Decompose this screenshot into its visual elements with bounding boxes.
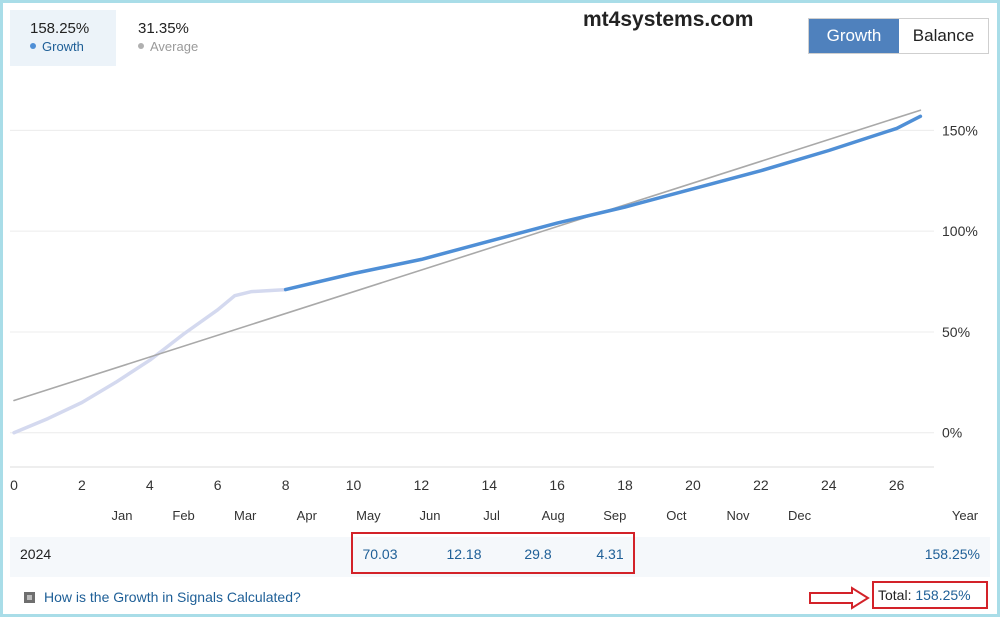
growth-label: Growth: [42, 39, 84, 54]
month-value-jun: 12.18: [446, 546, 482, 562]
year-row: [10, 537, 990, 577]
x-tick-label: 22: [753, 477, 769, 493]
year-total-value: 158.25%: [924, 546, 980, 562]
month-label: Jul: [483, 508, 500, 523]
x-axis-labels: 0 2 4 6 8 10 12 14 16 18 20 22 24 26: [10, 477, 905, 493]
month-label: Jun: [420, 508, 441, 523]
total-box: Total: 158.25%: [872, 581, 988, 609]
month-label: Oct: [666, 508, 687, 523]
month-value-may: 70.03: [362, 546, 398, 562]
x-tick-label: 10: [346, 477, 362, 493]
growth-line-early: [12, 287, 288, 435]
growth-line: [283, 114, 923, 292]
growth-value: 158.25%: [30, 20, 90, 37]
month-axis-labels: Jan Feb Mar Apr May Jun Jul Aug Sep Oct Nov Dec Year: [112, 508, 979, 523]
balance-toggle-button[interactable]: Balance: [899, 19, 988, 53]
x-tick-label: 16: [549, 477, 565, 493]
month-label: Aug: [542, 508, 565, 523]
x-tick-label: 12: [414, 477, 430, 493]
average-value: 31.35%: [138, 20, 189, 37]
average-trend-line: [13, 109, 922, 402]
average-dot-icon: [138, 43, 144, 49]
arrow-icon: [809, 586, 870, 610]
chart-grid: [10, 129, 934, 468]
month-label: Nov: [726, 508, 750, 523]
total-value: 158.25%: [915, 587, 971, 603]
month-value-jul: 29.8: [524, 546, 552, 562]
help-link-text: How is the Growth in Signals Calculated?: [44, 589, 301, 605]
average-stat[interactable]: 31.35% Average: [118, 10, 228, 66]
monthly-values-highlight: [351, 532, 635, 574]
average-label: Average: [150, 39, 199, 54]
total-label: Total:: [878, 587, 912, 603]
x-tick-label: 2: [78, 477, 86, 493]
month-label: May: [356, 508, 381, 523]
watermark: mt4systems.com: [583, 8, 754, 31]
growth-help-link[interactable]: How is the Growth in Signals Calculated?: [24, 589, 301, 605]
month-value-aug: 4.31: [596, 546, 624, 562]
month-label: Feb: [172, 508, 194, 523]
growth-legend: Growth: [30, 39, 116, 54]
x-tick-label: 6: [214, 477, 222, 493]
month-label: Apr: [297, 508, 318, 523]
month-label: Year: [952, 508, 979, 523]
growth-chart: 0%50%100%150% 0 2 4 6 8 10 12 14 16 18 20 22 24 26 Ja…: [10, 109, 979, 523]
x-tick-label: 24: [821, 477, 837, 493]
month-label: Dec: [788, 508, 812, 523]
y-axis-labels: 0% 50% 100% 150%: [942, 122, 978, 440]
x-tick-label: 8: [282, 477, 290, 493]
x-tick-label: 14: [481, 477, 497, 493]
average-legend: Average: [138, 39, 228, 54]
y-tick-label: 150%: [942, 122, 978, 138]
month-label: Sep: [603, 508, 626, 523]
growth-stat[interactable]: 158.25% Growth: [10, 10, 116, 66]
year-label: 2024: [20, 546, 52, 562]
x-tick-label: 20: [685, 477, 701, 493]
month-label: Jan: [112, 508, 133, 523]
growth-toggle-button[interactable]: Growth: [809, 19, 899, 53]
chart-lines: [12, 109, 923, 435]
x-tick-label: 4: [146, 477, 154, 493]
y-tick-label: 0%: [942, 425, 962, 441]
x-tick-label: 26: [889, 477, 905, 493]
y-tick-label: 100%: [942, 223, 978, 239]
help-icon: [24, 592, 35, 603]
chart-mode-toggle: Growth Balance: [808, 18, 989, 54]
growth-dot-icon: [30, 43, 36, 49]
y-tick-label: 50%: [942, 324, 970, 340]
x-tick-label: 0: [10, 477, 18, 493]
month-label: Mar: [234, 508, 257, 523]
x-tick-label: 18: [617, 477, 633, 493]
